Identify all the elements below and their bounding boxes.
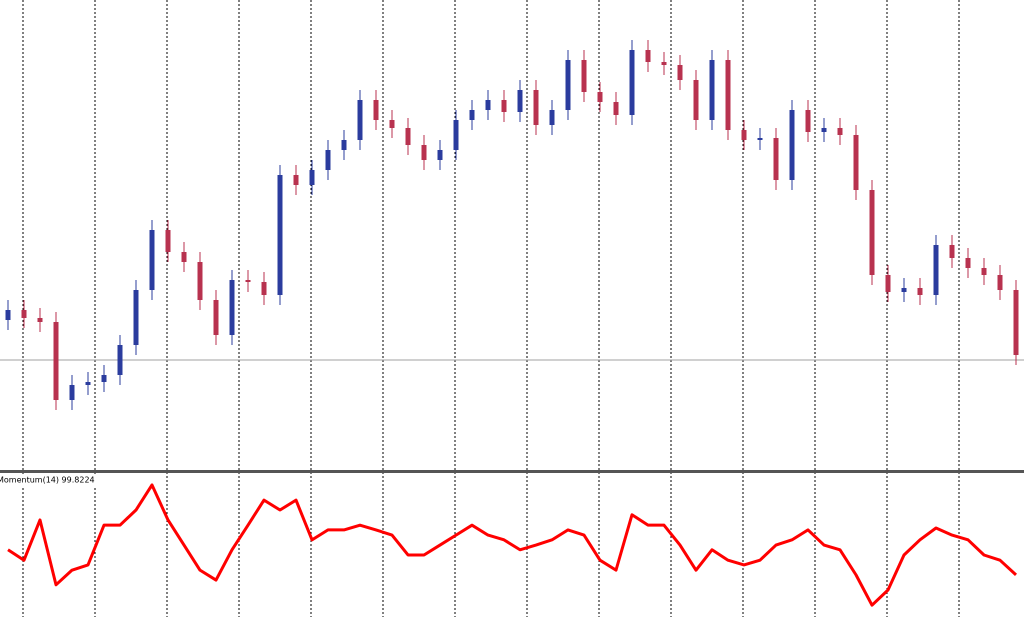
candle-body (661, 62, 667, 65)
candle-body (165, 230, 171, 252)
candle-body (869, 190, 875, 275)
candle-body (101, 375, 107, 382)
candle-body (997, 275, 1003, 290)
candle-body (149, 230, 155, 290)
momentum-line (7, 483, 1018, 607)
candle-body (933, 245, 939, 295)
candle-body (197, 262, 203, 300)
candle-body (837, 128, 843, 135)
candle-body (293, 175, 299, 185)
candle-body (133, 290, 139, 345)
candle-body (437, 150, 443, 160)
candle-body (5, 310, 11, 320)
candle-body (181, 252, 187, 262)
candle-body (677, 65, 683, 80)
candle-body (821, 128, 827, 132)
candle-body (981, 268, 987, 275)
candle-body (453, 120, 459, 150)
candle-body (901, 288, 907, 292)
candle-body (805, 110, 811, 132)
candle-body (597, 92, 603, 102)
candle-body (389, 120, 395, 128)
candle-body (517, 90, 523, 112)
candle-body (773, 138, 779, 180)
indicator-label: Momentum(14) 99.8224 (0, 476, 95, 485)
candle-body (485, 100, 491, 110)
candle-body (373, 100, 379, 120)
candle-body (85, 382, 91, 385)
candle-body (709, 60, 715, 120)
candle-body (645, 50, 651, 62)
candle-body (549, 110, 555, 125)
candle-body (757, 138, 763, 140)
candle-body (917, 288, 923, 295)
candle-body (965, 258, 971, 268)
candle-body (309, 170, 315, 185)
candle-body (613, 102, 619, 115)
candle-body (37, 318, 43, 322)
candle-body (421, 145, 427, 160)
candle-body (949, 245, 955, 258)
candle-body (405, 128, 411, 145)
candle-body (725, 60, 731, 130)
grid (22, 0, 960, 617)
candle-body (229, 280, 235, 335)
candle-body (117, 345, 123, 375)
candle-body (325, 150, 331, 170)
candle-body (21, 310, 27, 318)
candle-body (853, 135, 859, 190)
candle-body (789, 110, 795, 180)
label-bg (0, 474, 110, 486)
candle-body (213, 300, 219, 335)
candle-body (357, 100, 363, 140)
candle-body (1013, 290, 1019, 355)
candle-body (341, 140, 347, 150)
candle-body (53, 322, 59, 400)
candle-body (245, 280, 251, 282)
candle-body (261, 282, 267, 295)
candle-body (69, 385, 75, 400)
candle-body (565, 60, 571, 110)
candle-body (629, 50, 635, 115)
candle-body (277, 175, 283, 295)
candle-body (885, 275, 891, 292)
candle-body (533, 90, 539, 125)
candle-body (741, 130, 747, 140)
candle-body (469, 110, 475, 120)
candle-body (581, 60, 587, 92)
candle-body (501, 100, 507, 112)
pane-separator (0, 470, 1024, 473)
candle-body (693, 80, 699, 120)
